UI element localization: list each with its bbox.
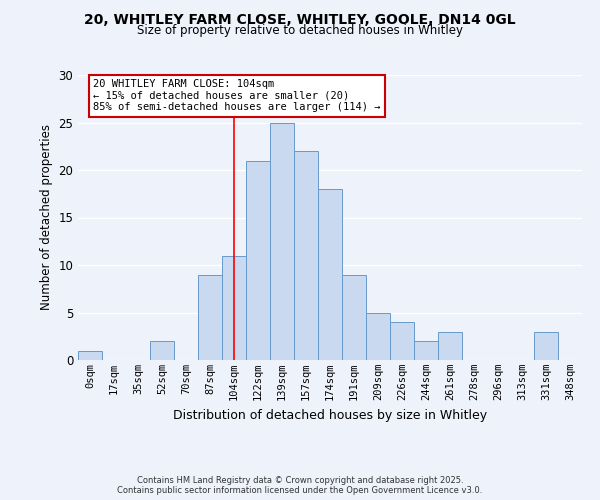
Bar [438, 332, 462, 360]
Text: Contains HM Land Registry data © Crown copyright and database right 2025.: Contains HM Land Registry data © Crown c… [137, 476, 463, 485]
Text: 20, WHITLEY FARM CLOSE, WHITLEY, GOOLE, DN14 0GL: 20, WHITLEY FARM CLOSE, WHITLEY, GOOLE, … [84, 12, 516, 26]
Bar [414, 341, 438, 360]
Bar [366, 312, 390, 360]
Bar [150, 341, 174, 360]
Bar [198, 274, 222, 360]
Bar [318, 189, 342, 360]
Bar [78, 350, 102, 360]
Bar [534, 332, 558, 360]
Text: Size of property relative to detached houses in Whitley: Size of property relative to detached ho… [137, 24, 463, 37]
Bar [294, 151, 318, 360]
Bar [270, 122, 294, 360]
Bar [342, 274, 366, 360]
Bar [222, 256, 246, 360]
Text: 20 WHITLEY FARM CLOSE: 104sqm
← 15% of detached houses are smaller (20)
85% of s: 20 WHITLEY FARM CLOSE: 104sqm ← 15% of d… [93, 80, 380, 112]
Y-axis label: Number of detached properties: Number of detached properties [40, 124, 53, 310]
Bar [246, 160, 270, 360]
Text: Contains public sector information licensed under the Open Government Licence v3: Contains public sector information licen… [118, 486, 482, 495]
Bar [390, 322, 414, 360]
X-axis label: Distribution of detached houses by size in Whitley: Distribution of detached houses by size … [173, 408, 487, 422]
